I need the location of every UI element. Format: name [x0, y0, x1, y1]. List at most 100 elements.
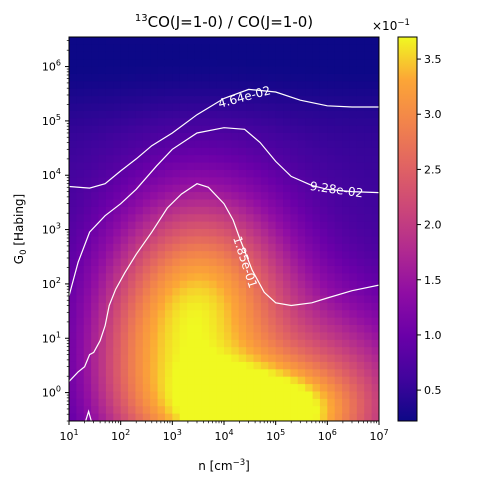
heatmap-cell: [246, 310, 255, 319]
heatmap-cell: [216, 88, 225, 97]
heatmap-cell: [164, 44, 173, 53]
heatmap-cell: [187, 288, 196, 297]
heatmap-cell: [297, 369, 306, 378]
heatmap-cell: [371, 243, 379, 252]
heatmap-cell: [150, 339, 159, 348]
heatmap-cell: [76, 206, 85, 215]
heatmap-cell: [334, 118, 343, 127]
heatmap-cell: [194, 391, 203, 400]
heatmap-cell: [356, 192, 365, 201]
heatmap-cell: [187, 354, 196, 363]
heatmap-cell: [327, 317, 336, 326]
heatmap-cell: [187, 118, 196, 127]
heatmap-cell: [253, 192, 262, 201]
heatmap-cell: [268, 59, 277, 68]
heatmap-cell: [305, 273, 314, 282]
heatmap-cell: [150, 302, 159, 311]
heatmap-cell: [349, 140, 358, 149]
heatmap-cell: [231, 184, 240, 193]
heatmap-cell: [290, 391, 299, 400]
heatmap-cell: [342, 295, 351, 304]
heatmap-cell: [327, 96, 336, 105]
heatmap-cell: [120, 310, 129, 319]
heatmap-cell: [157, 391, 166, 400]
heatmap-cell: [260, 44, 269, 53]
heatmap-cell: [327, 251, 336, 260]
heatmap-cell: [231, 140, 240, 149]
heatmap-cell: [246, 258, 255, 267]
heatmap-cell: [194, 59, 203, 68]
heatmap-cell: [327, 384, 336, 393]
heatmap-cell: [105, 258, 114, 267]
heatmap-cell: [268, 325, 277, 333]
heatmap-cell: [275, 265, 284, 274]
heatmap-cell: [253, 243, 262, 252]
heatmap-cell: [172, 384, 181, 393]
heatmap-cell: [356, 221, 365, 230]
heatmap-cell: [187, 295, 196, 304]
heatmap-cell: [179, 361, 188, 370]
heatmap-cell: [157, 51, 166, 60]
heatmap-cell: [172, 310, 181, 319]
heatmap-cell: [312, 177, 321, 186]
heatmap-cell: [216, 280, 225, 289]
heatmap-cell: [91, 325, 100, 333]
heatmap-cell: [283, 384, 292, 393]
heatmap-cell: [305, 118, 314, 127]
heatmap-cell: [275, 332, 284, 341]
heatmap-cell: [305, 398, 314, 407]
heatmap-cell: [216, 51, 225, 60]
heatmap-cell: [194, 302, 203, 311]
heatmap-cell: [172, 59, 181, 68]
heatmap-cell: [371, 221, 379, 230]
heatmap-cell: [290, 265, 299, 274]
heatmap-cell: [253, 406, 262, 415]
heatmap-cell: [253, 302, 262, 311]
heatmap-cell: [179, 391, 188, 400]
heatmap-cell: [157, 236, 166, 245]
heatmap-cell: [260, 155, 269, 164]
heatmap-cell: [297, 221, 306, 230]
heatmap-cell: [69, 125, 77, 134]
heatmap-cell: [305, 81, 314, 90]
heatmap-cell: [238, 37, 247, 45]
heatmap-cell: [105, 192, 114, 201]
heatmap-cell: [283, 302, 292, 311]
heatmap-cell: [305, 206, 314, 215]
heatmap-cell: [224, 81, 232, 90]
heatmap-cell: [327, 376, 336, 385]
y-tick-exp: 0: [56, 385, 61, 394]
heatmap-cell: [142, 192, 151, 201]
heatmap-cell: [305, 288, 314, 297]
heatmap-cell: [319, 214, 328, 223]
heatmap-cell: [120, 280, 129, 289]
heatmap-cell: [342, 147, 351, 156]
heatmap-cell: [275, 177, 284, 186]
heatmap-cell: [135, 162, 144, 171]
heatmap-cell: [179, 280, 188, 289]
heatmap-cell: [238, 177, 247, 186]
heatmap-cell: [135, 221, 144, 230]
heatmap-cell: [371, 361, 379, 370]
heatmap-cell: [135, 398, 144, 407]
heatmap-cell: [253, 280, 262, 289]
heatmap-cell: [238, 361, 247, 370]
heatmap-cell: [342, 88, 351, 97]
heatmap-cell: [283, 280, 292, 289]
heatmap-cell: [120, 391, 129, 400]
heatmap-cell: [290, 280, 299, 289]
heatmap-cell: [297, 384, 306, 393]
heatmap-cell: [187, 369, 196, 378]
heatmap-cell: [364, 361, 373, 370]
heatmap-cell: [356, 169, 365, 178]
heatmap-cell: [150, 369, 159, 378]
heatmap-cell: [120, 44, 129, 53]
heatmap-cell: [69, 302, 77, 311]
heatmap-cell: [120, 288, 129, 297]
heatmap-cell: [364, 406, 373, 415]
heatmap-cell: [305, 140, 314, 149]
heatmap-cell: [246, 118, 255, 127]
heatmap-cell: [120, 125, 129, 134]
heatmap-cell: [157, 310, 166, 319]
heatmap-cell: [342, 133, 351, 141]
